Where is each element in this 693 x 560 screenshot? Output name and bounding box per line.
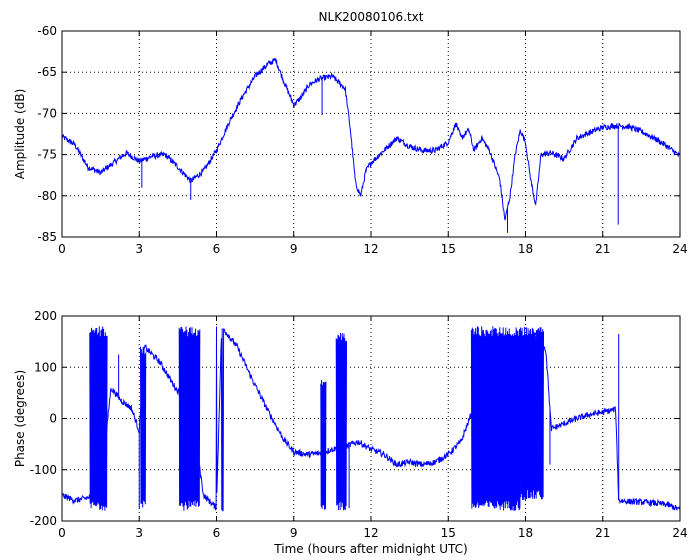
data-burst: [335, 332, 347, 511]
x-tick-label: 21: [595, 526, 610, 540]
amplitude-grid: [62, 31, 680, 237]
phase-series: [61, 326, 681, 512]
y-tick-label: -200: [30, 514, 57, 528]
phase-panel: 0 3 6 9 12 15 18 21 24 -200 -100 0 100 200 Phase (deg…: [13, 309, 688, 556]
x-tick-label: 24: [672, 526, 687, 540]
x-tick-label: 12: [363, 242, 378, 256]
y-tick-label: -60: [37, 24, 57, 38]
x-tick-label: 15: [441, 526, 456, 540]
amplitude-y-axis-label: Amplitude (dB): [13, 89, 27, 180]
data-burst: [470, 326, 521, 511]
y-tick-label: 0: [49, 412, 57, 426]
amplitude-panel: 0 3 6 9 12 15 18 21 24 -85 -80 -75 -70 -65 -60 Amplitu…: [13, 24, 688, 256]
y-tick-label: 100: [34, 360, 57, 374]
phase-grid: [62, 316, 680, 521]
y-tick-label: 200: [34, 309, 57, 323]
y-tick-label: -85: [37, 230, 57, 244]
chart-title: NLK20080106.txt: [319, 10, 424, 24]
x-tick-label: 9: [290, 526, 298, 540]
x-tick-label: 6: [213, 526, 221, 540]
data-line: [61, 57, 681, 221]
data-burst: [178, 326, 201, 511]
x-tick-label: 18: [518, 242, 533, 256]
x-tick-label: 18: [518, 526, 533, 540]
x-tick-label: 9: [290, 242, 298, 256]
x-tick-label: 21: [595, 242, 610, 256]
x-tick-label: 3: [135, 526, 143, 540]
y-tick-label: -100: [30, 463, 57, 477]
x-tick-label: 15: [441, 242, 456, 256]
data-line: [61, 326, 681, 512]
x-tick-label: 24: [672, 242, 687, 256]
data-burst: [140, 346, 147, 508]
y-tick-label: -70: [37, 106, 57, 120]
amplitude-series: [61, 57, 681, 233]
data-burst: [519, 326, 544, 501]
x-tick-label: 6: [213, 242, 221, 256]
amplitude-ticks: 0 3 6 9 12 15 18 21 24 -85 -80 -75 -70 -65 -60: [37, 24, 687, 256]
x-tick-label: 3: [135, 242, 143, 256]
time-x-axis-label: Time (hours after midnight UTC): [273, 542, 467, 556]
phase-y-axis-label: Phase (degrees): [13, 370, 27, 467]
x-tick-label: 0: [58, 526, 66, 540]
phase-ticks: 0 3 6 9 12 15 18 21 24 -200 -100 0 100 200: [30, 309, 688, 540]
x-tick-label: 0: [58, 242, 66, 256]
data-burst: [320, 379, 327, 510]
y-tick-label: -75: [37, 148, 57, 162]
data-burst: [89, 326, 108, 511]
y-tick-label: -80: [37, 189, 57, 203]
x-tick-label: 12: [363, 526, 378, 540]
y-tick-label: -65: [37, 65, 57, 79]
